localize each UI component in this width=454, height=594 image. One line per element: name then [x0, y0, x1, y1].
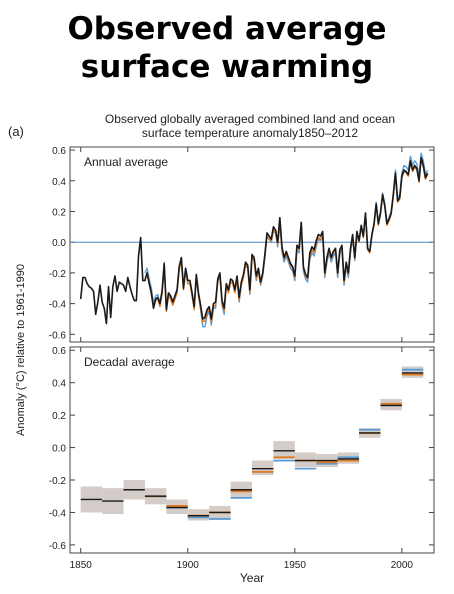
series-line-orange: [144, 158, 429, 323]
plot-frame: [69, 346, 435, 554]
x-tick-label: 1900: [177, 560, 200, 571]
y-tick-label: 0.4: [52, 177, 66, 188]
page-title: Observed average surface warming: [0, 10, 454, 86]
x-tick-label: 1950: [284, 560, 307, 571]
y-tick-label: -0.2: [49, 269, 67, 280]
y-tick-label: 0.0: [52, 444, 66, 455]
uncertainty-box: [252, 460, 274, 476]
y-tick-label: 0.2: [52, 207, 66, 218]
y-tick-label: -0.4: [49, 300, 67, 311]
y-tick-label: -0.2: [49, 476, 67, 487]
y-tick-label: 0.4: [52, 379, 66, 390]
y-tick-label: -0.4: [49, 508, 67, 519]
chart-title-line2: surface temperature anomaly1850–2012: [141, 126, 359, 140]
series-line-black: [79, 156, 429, 325]
decadal-panel: -0.6 -0.4 -0.2 0.0 0.2 0.4 0.6 Decadal average 1…: [49, 346, 435, 585]
uncertainty-box: [273, 441, 295, 459]
y-tick-label: -0.6: [49, 541, 67, 552]
y-tick-label: 0.6: [52, 346, 66, 357]
panel-label: Annual average: [84, 155, 168, 169]
y-axis-label: Anomaly (°C) relative to 1961-1990: [15, 264, 27, 436]
chart-title: Observed globally averaged combined land…: [60, 112, 440, 140]
uncertainty-box: [401, 366, 424, 378]
y-tick-label: 0.0: [52, 238, 66, 249]
panel-letter: (a): [8, 124, 24, 139]
annual-panel: -0.6 -0.4 -0.2 0.0 0.2 0.4 0.6 Annual average: [49, 146, 435, 343]
plot-frame: [69, 146, 435, 343]
series-line-blue: [144, 152, 429, 328]
chart-title-line1: Observed globally averaged combined land…: [104, 112, 396, 126]
y-tick-label: 0.6: [52, 146, 66, 157]
x-tick-label: 2000: [391, 560, 414, 571]
page-title-line2: surface warming: [80, 49, 374, 85]
y-tick-label: -0.6: [49, 330, 67, 341]
page-title-line1: Observed average: [67, 11, 387, 47]
x-tick-label: 1850: [70, 560, 93, 571]
panel-label: Decadal average: [84, 355, 175, 369]
y-tick-label: 0.2: [52, 411, 66, 422]
x-axis-label: Year: [240, 571, 264, 585]
